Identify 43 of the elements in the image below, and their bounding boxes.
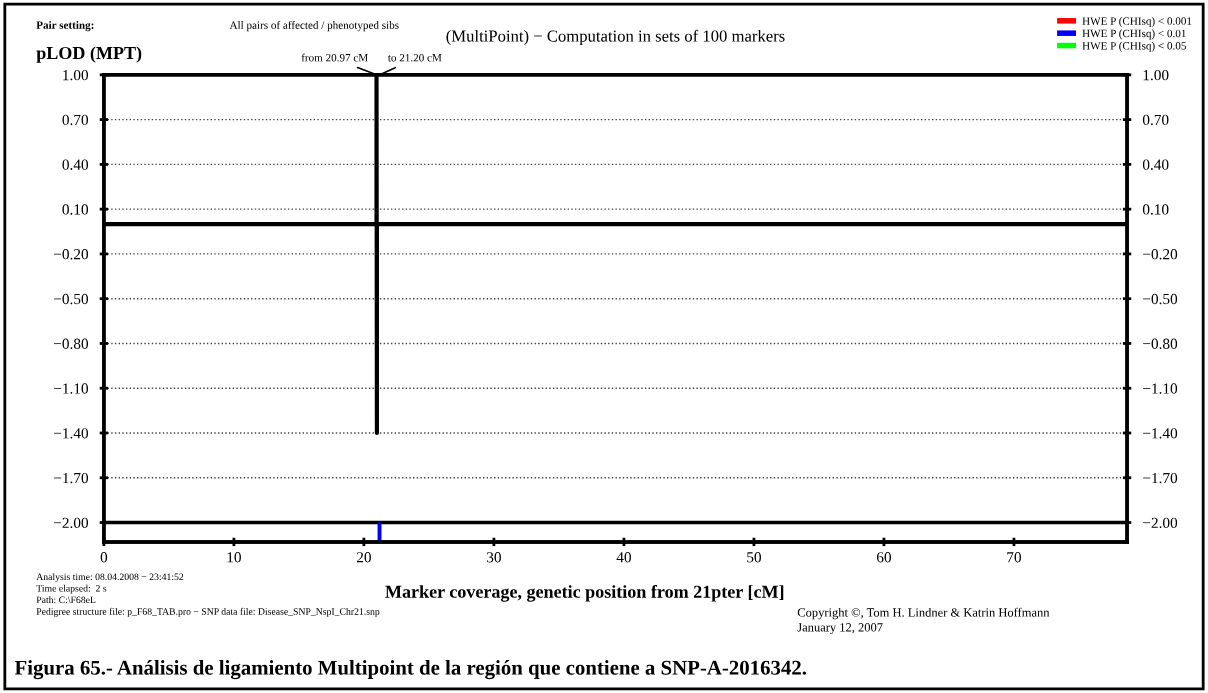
text: All pairs of affected / phenotyped sibs <box>229 20 399 32</box>
x-tick-label: 50 <box>747 552 761 563</box>
legend-label: HWE P (CHIsq) < 0.05 <box>1082 41 1186 52</box>
y-tick-label: −2.00 <box>54 517 89 529</box>
text: Analysis time: 08.04.2008 − 23:41:52 Time elapsed: 2 s Path: C:\F68eL Pedigree structure file: p_F68_TAB.pro − SNP data file: Disease_SNP_NspI_Chr21.snp <box>36 573 380 617</box>
x-tick-label: 10 <box>227 552 241 563</box>
y2-tick-label: 0.70 <box>1142 114 1169 126</box>
y2-tick-label: −0.80 <box>1143 338 1178 349</box>
annotation: to 21.20 cM <box>387 53 442 62</box>
x-tick-label: 40 <box>616 552 631 563</box>
y-tick-label: −1.70 <box>54 472 89 484</box>
y-tick-label: −1.10 <box>54 383 89 394</box>
y-tick-label: −0.20 <box>54 249 89 260</box>
y2-tick-label: −1.10 <box>1143 383 1178 394</box>
y-tick-label: −0.80 <box>54 338 89 349</box>
y2-tick-label: −0.20 <box>1143 249 1178 260</box>
x-tick-label: 30 <box>487 552 501 563</box>
y2-tick-label: −1.40 <box>1143 428 1178 439</box>
text: Pair setting: <box>36 21 94 32</box>
annotation: from 20.97 cM <box>301 53 368 62</box>
x-tick-label: 60 <box>876 552 891 563</box>
y-axis-title: pLOD (MPT) <box>36 46 142 63</box>
y2-tick-label: −1.70 <box>1143 472 1178 484</box>
legend-label: HWE P (CHIsq) < 0.001 <box>1082 17 1192 28</box>
x-tick-label: 20 <box>356 552 371 563</box>
y-tick-label: 0.40 <box>62 159 89 170</box>
y2-tick-label: 1.00 <box>1143 69 1169 81</box>
text: Copyright ©, Tom H. Lindner & Katrin Hoffmann January 12, 2007 <box>797 607 1050 635</box>
x-tick-label: 70 <box>1007 552 1022 563</box>
y2-tick-label: −2.00 <box>1143 517 1178 529</box>
chart-title: (MultiPoint) − Computation in sets of 100 markers <box>446 29 785 46</box>
y-tick-label: 0.70 <box>62 114 89 126</box>
y-tick-label: 1.00 <box>63 69 89 81</box>
y2-tick-label: 0.10 <box>1142 204 1169 215</box>
y-tick-label: 0.10 <box>62 204 89 215</box>
x-axis-title: Marker coverage, genetic position from 21pter [cM] <box>385 584 784 602</box>
y2-tick-label: 0.40 <box>1142 159 1169 170</box>
x-tick-label: 0 <box>100 552 108 563</box>
y-tick-label: −0.50 <box>54 293 89 305</box>
y2-tick-label: −0.50 <box>1143 293 1178 305</box>
y-tick-label: −1.40 <box>54 428 89 439</box>
legend-label: HWE P (CHIsq) < 0.01 <box>1082 29 1186 40</box>
text: Figura 65.- Análisis de ligamiento Multipoint de la región que contiene a SNP-A-2016342. <box>14 660 807 680</box>
